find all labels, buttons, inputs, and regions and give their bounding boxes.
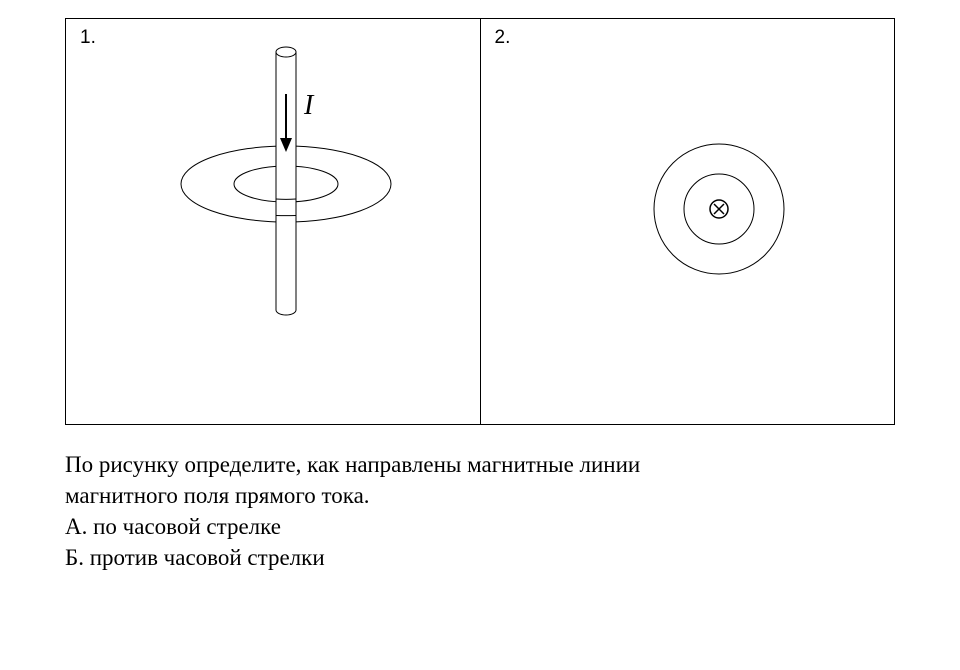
question-line-2: магнитного поля прямого тока. [65,483,370,508]
diagram-2 [639,129,799,294]
panels-row: 1. [65,18,895,425]
panel-1: 1. [66,19,481,424]
panel-2: 2. [481,19,895,424]
question-text: По рисунку определите, как направлены ма… [65,449,895,511]
main-container: 1. [0,0,960,573]
option-b: Б. против часовой стрелки [65,542,895,573]
panel-2-number: 2. [495,27,511,49]
current-into-page-icon [639,129,799,289]
option-a: А. по часовой стрелке [65,511,895,542]
conductor-field-icon: I [156,34,416,324]
diagram-1: I [156,34,416,329]
question-line-1: По рисунку определите, как направлены ма… [65,452,640,477]
svg-text:I: I [303,90,315,121]
panel-1-number: 1. [80,27,96,49]
